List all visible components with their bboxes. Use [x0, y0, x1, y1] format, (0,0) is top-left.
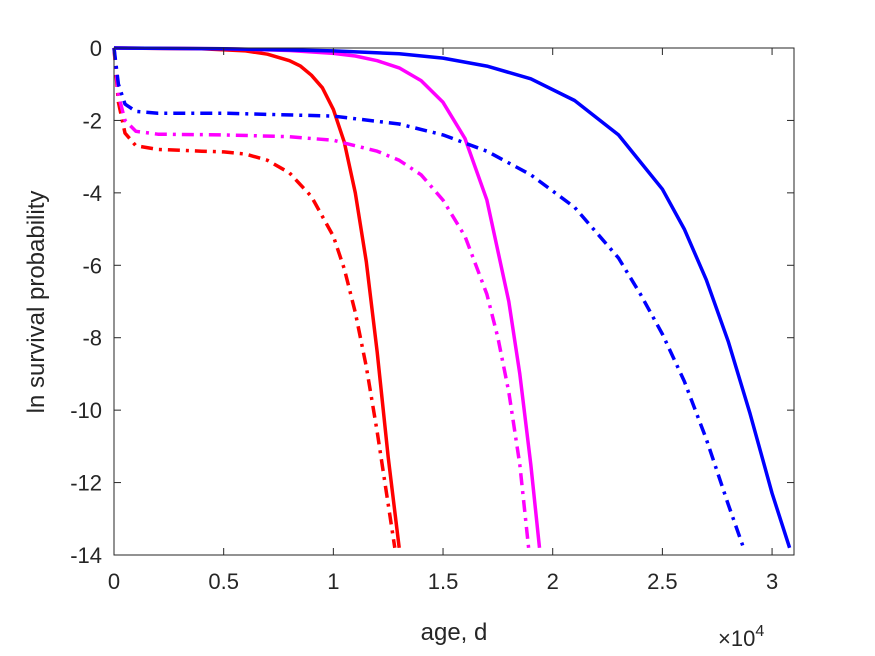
tick-layer: 0 0.5 1 1.5 2 2.5 3 0 -2 -4 -6 -8 -10 -12 -14 [70, 36, 794, 594]
y-tick-label: 0 [90, 36, 102, 61]
x-multiplier-label: ×104 [718, 623, 764, 651]
y-tick-label: -12 [70, 471, 102, 496]
series-layer [112, 46, 792, 549]
plot-frame [113, 47, 795, 556]
plot-background [114, 48, 794, 555]
x-axis-label: age, d [421, 619, 488, 646]
x-tick-label: 0.5 [208, 569, 239, 594]
x-tick-label: 0 [108, 569, 120, 594]
series-line-4 [112, 47, 397, 549]
y-tick-label: -8 [82, 326, 102, 351]
x-multiplier-exponent: 4 [755, 623, 764, 640]
y-tick-label: -6 [82, 253, 102, 278]
series-line-5 [112, 47, 531, 548]
x-tick-label: 3 [766, 569, 778, 594]
y-tick-label: -2 [82, 108, 102, 133]
y-tick-label: -10 [70, 398, 102, 423]
y-tick-label: -14 [70, 543, 102, 568]
x-multiplier-times: × [718, 626, 731, 651]
x-tick-label: 1.5 [428, 569, 459, 594]
x-tick-label: 1 [327, 569, 339, 594]
y-tick-label: -4 [82, 181, 102, 206]
x-tick-label: 2.5 [647, 569, 678, 594]
series-line-3 [113, 46, 792, 549]
x-tick-label: 2 [547, 569, 559, 594]
y-axis-label: ln survival probability [23, 191, 50, 414]
series-line-1 [113, 46, 401, 549]
series-line-6 [112, 47, 746, 549]
x-multiplier-base: 10 [731, 626, 755, 651]
